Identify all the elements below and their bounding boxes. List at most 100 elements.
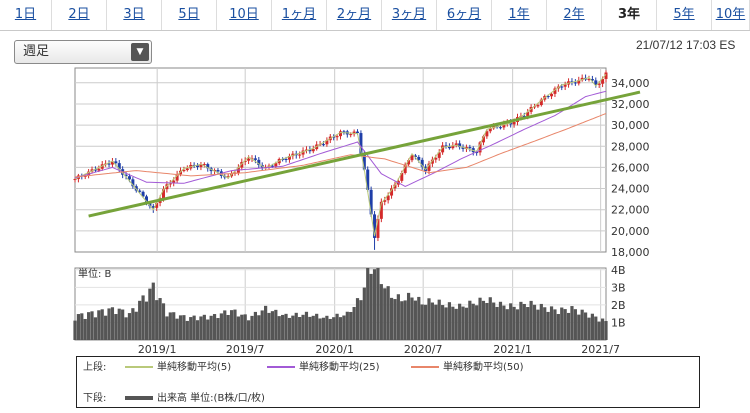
candle-body-139 <box>546 95 550 97</box>
candle-body-119 <box>478 142 482 153</box>
candle-body-26 <box>162 189 165 199</box>
volume-bar-139 <box>546 311 550 340</box>
tab-9[interactable]: 6ヶ月 <box>437 0 492 30</box>
candle-body-74 <box>325 140 329 145</box>
candle-body-140 <box>550 93 554 97</box>
legend-swatch-sma25 <box>267 366 295 368</box>
tab-5[interactable]: 10日 <box>217 0 272 30</box>
sma50-line <box>74 113 607 178</box>
candle-body-59 <box>274 163 278 167</box>
tab-4[interactable]: 5日 <box>162 0 217 30</box>
candle-body-13 <box>117 163 121 170</box>
volume-bar-141 <box>553 309 557 340</box>
tab-6[interactable]: 1ヶ月 <box>272 0 327 30</box>
candle-body-129 <box>512 121 516 125</box>
volume-bar-118 <box>475 305 479 340</box>
legend-item-volume: 出来高 単位:(B株/口/枚) <box>125 392 265 406</box>
volume-bar-11 <box>110 307 115 340</box>
candle-body-66 <box>298 154 302 156</box>
volume-bar-50 <box>243 314 247 340</box>
tab-2[interactable]: 2日 <box>52 0 107 30</box>
period-select[interactable]: 週足 ▼ <box>14 40 152 64</box>
tab-7[interactable]: 2ヶ月 <box>327 0 382 30</box>
volume-bar-113 <box>458 303 462 340</box>
volume-bar-75 <box>328 318 332 340</box>
volume-bar-2 <box>80 313 84 340</box>
volume-bar-21 <box>144 301 149 340</box>
volume-bar-65 <box>294 312 298 340</box>
candle-body-108 <box>441 145 445 153</box>
candle-body-99 <box>410 155 414 161</box>
volume-bar-138 <box>543 307 547 340</box>
candle-body-84 <box>359 133 363 154</box>
candle-body-146 <box>570 81 574 83</box>
volume-bar-61 <box>281 314 285 340</box>
candle-body-148 <box>577 80 581 84</box>
candle-body-136 <box>536 105 540 107</box>
volume-bar-82 <box>352 306 356 340</box>
volume-bar-57 <box>267 312 271 340</box>
tab-11[interactable]: 2年 <box>547 0 602 30</box>
volume-bar-27 <box>165 316 169 340</box>
volume-bar-0 <box>73 320 77 340</box>
candle-body-68 <box>304 149 308 151</box>
volume-bar-31 <box>178 315 183 340</box>
tab-10[interactable]: 1年 <box>492 0 547 30</box>
volume-tick-label-0: 4B <box>611 264 626 277</box>
price-tick-label-8: 18,000 <box>611 246 650 259</box>
volume-bar-77 <box>335 313 339 340</box>
volume-bar-104 <box>427 298 431 340</box>
trendline <box>88 90 641 218</box>
volume-bar-59 <box>274 309 278 340</box>
volume-bar-108 <box>441 305 445 340</box>
candle-body-111 <box>451 145 455 149</box>
volume-bar-80 <box>345 311 349 340</box>
candle-body-135 <box>533 106 537 108</box>
volume-bar-66 <box>298 316 302 340</box>
volume-bar-134 <box>529 300 533 340</box>
volume-bar-112 <box>454 308 458 340</box>
candle-body-88 <box>373 214 377 238</box>
candle-body-37 <box>199 164 203 167</box>
candle-body-141 <box>553 88 557 94</box>
volume-tick-label-2: 2B <box>611 299 626 312</box>
tab-8[interactable]: 3ヶ月 <box>382 0 437 30</box>
volume-bar-5 <box>90 311 94 340</box>
chevron-down-icon: ▼ <box>131 43 149 61</box>
volume-bar-110 <box>447 302 452 340</box>
candle-body-58 <box>270 165 274 167</box>
period-tabs: 1日 2日 3日 5日 10日 1ヶ月 2ヶ月 3ヶ月 6ヶ月 1年 2年 3年 5年 10年 <box>0 0 750 31</box>
legend-label-sma5: 単純移動平均(5) <box>157 362 232 373</box>
volume-bar-20 <box>141 295 145 340</box>
candle-body-143 <box>560 86 564 88</box>
volume-bar-149 <box>580 309 584 340</box>
volume-bar-41 <box>212 314 217 340</box>
tab-12[interactable]: 3年 <box>602 0 657 30</box>
tab-1[interactable]: 1日 <box>0 0 52 30</box>
volume-bar-117 <box>471 303 475 340</box>
candle-body-12 <box>114 161 118 164</box>
legend-lower-row: 下段: 出来高 単位:(B株/口/枚) <box>83 392 265 406</box>
candle-body-116 <box>468 147 472 149</box>
volume-bar-4 <box>87 312 91 340</box>
candle-body-147 <box>573 82 577 84</box>
candle-body-78 <box>339 131 342 137</box>
volume-bar-18 <box>134 311 138 340</box>
tab-3[interactable]: 3日 <box>107 0 162 30</box>
candle-body-100 <box>413 155 417 157</box>
tab-13[interactable]: 5年 <box>657 0 712 30</box>
candle-body-63 <box>287 156 291 160</box>
candle-body-8 <box>100 164 104 169</box>
candle-body-17 <box>131 179 135 187</box>
candle-body-152 <box>590 79 594 81</box>
x-tick-label-5: 2021/7 <box>581 343 620 356</box>
candle-body-86 <box>366 169 370 190</box>
volume-bar-9 <box>104 315 108 340</box>
x-tick-label-0: 2019/1 <box>138 343 177 356</box>
candle-body-69 <box>308 149 312 152</box>
volume-unit-label: 単位: B <box>78 267 112 280</box>
volume-bar-100 <box>413 300 417 340</box>
candle-body-90 <box>379 201 383 219</box>
volume-bar-105 <box>430 302 435 340</box>
candle-body-77 <box>335 136 339 138</box>
